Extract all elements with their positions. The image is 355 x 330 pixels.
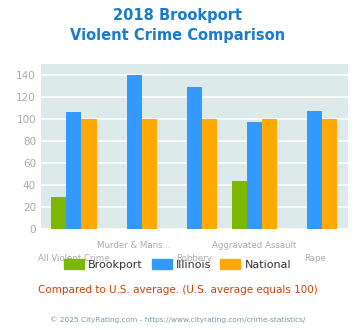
Text: All Violent Crime: All Violent Crime: [38, 254, 110, 263]
Bar: [262, 119, 277, 229]
Bar: [127, 75, 142, 229]
Bar: [202, 119, 217, 229]
Bar: [142, 119, 157, 229]
Bar: [51, 197, 66, 229]
Text: Robbery: Robbery: [176, 254, 212, 263]
Bar: [66, 112, 81, 229]
Bar: [307, 111, 322, 229]
Text: Murder & Mans...: Murder & Mans...: [97, 241, 171, 250]
Text: Aggravated Assault: Aggravated Assault: [212, 241, 297, 250]
Legend: Brookport, Illinois, National: Brookport, Illinois, National: [59, 255, 296, 274]
Bar: [187, 87, 202, 229]
Text: 2018 Brookport: 2018 Brookport: [113, 8, 242, 23]
Bar: [247, 121, 262, 229]
Text: © 2025 CityRating.com - https://www.cityrating.com/crime-statistics/: © 2025 CityRating.com - https://www.city…: [50, 316, 305, 323]
Text: Violent Crime Comparison: Violent Crime Comparison: [70, 28, 285, 43]
Bar: [232, 181, 247, 229]
Text: Compared to U.S. average. (U.S. average equals 100): Compared to U.S. average. (U.S. average …: [38, 285, 317, 295]
Bar: [322, 119, 337, 229]
Bar: [81, 119, 97, 229]
Text: Rape: Rape: [304, 254, 326, 263]
